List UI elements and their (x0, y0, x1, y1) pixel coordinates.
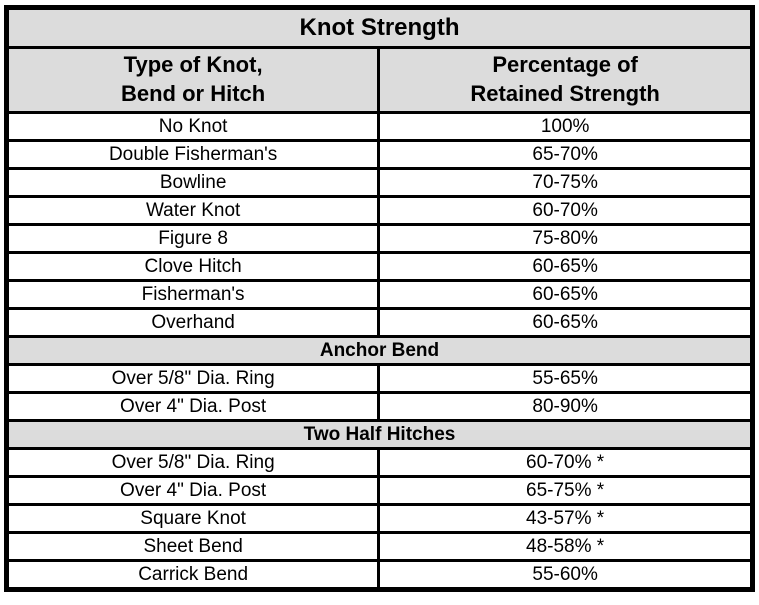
table-row: Clove Hitch 60-65% (4, 251, 754, 282)
column-header-knot-type-line2: Bend or Hitch (121, 81, 266, 106)
table-row: No Knot 100% (4, 111, 754, 142)
strength-value-cell: 70-75% (377, 167, 754, 198)
strength-value-cell: 80-90% (377, 391, 754, 422)
knot-name-cell: Over 4" Dia. Post (4, 391, 381, 422)
table-row: Over 4" Dia. Post 80-90% (4, 391, 754, 422)
table-row: Bowline 70-75% (4, 167, 754, 198)
title-row: Knot Strength (5, 6, 754, 49)
table-row: Over 5/8" Dia. Ring 60-70% * (4, 447, 754, 478)
knot-name-cell: No Knot (4, 111, 381, 142)
strength-value-cell: 43-57% * (377, 503, 754, 534)
knot-name-cell: Carrick Bend (4, 559, 381, 591)
column-header-knot-type-line1: Type of Knot, (123, 52, 263, 78)
strength-value-cell: 55-60% (377, 559, 754, 591)
strength-value-cell: 65-75% * (377, 475, 754, 506)
strength-value-cell: 48-58% * (377, 531, 754, 562)
knot-strength-table: Knot Strength Type of Knot, Bend or Hitc… (4, 5, 755, 592)
section-header-row: Two Half Hitches (5, 419, 754, 450)
strength-value-cell: 75-80% (377, 223, 754, 254)
knot-name-cell: Over 5/8" Dia. Ring (4, 363, 381, 394)
table-row: Water Knot 60-70% (4, 195, 754, 226)
table-row: Fisherman's 60-65% (4, 279, 754, 310)
table-row: Square Knot 43-57% * (4, 503, 754, 534)
knot-name-cell: Over 4" Dia. Post (4, 475, 381, 506)
strength-value-cell: 60-70% * (377, 447, 754, 478)
strength-value-cell: 100% (377, 111, 754, 142)
column-header-knot-type: Type of Knot, Bend or Hitch (4, 46, 381, 114)
strength-value-cell: 60-70% (377, 195, 754, 226)
knot-name-cell: Double Fisherman's (4, 139, 381, 170)
knot-name-cell: Bowline (4, 167, 381, 198)
table-row: Carrick Bend 55-60% (4, 559, 754, 591)
table-row: Sheet Bend 48-58% * (4, 531, 754, 562)
section-header-label: Anchor Bend (5, 335, 754, 366)
table-row: Double Fisherman's 65-70% (4, 139, 754, 170)
knot-name-cell: Square Knot (4, 503, 381, 534)
strength-value-cell: 55-65% (377, 363, 754, 394)
knot-name-cell: Clove Hitch (4, 251, 381, 282)
strength-value-cell: 60-65% (377, 307, 754, 338)
knot-name-cell: Overhand (4, 307, 381, 338)
column-header-strength-line2: Retained Strength (470, 81, 660, 106)
table-row: Overhand 60-65% (4, 307, 754, 338)
table-row: Over 5/8" Dia. Ring 55-65% (4, 363, 754, 394)
knot-name-cell: Sheet Bend (4, 531, 381, 562)
section-header-row: Anchor Bend (5, 335, 754, 366)
knot-name-cell: Figure 8 (4, 223, 381, 254)
section-header-label: Two Half Hitches (5, 419, 754, 450)
table-title: Knot Strength (5, 6, 754, 49)
knot-name-cell: Over 5/8" Dia. Ring (4, 447, 381, 478)
strength-value-cell: 60-65% (377, 251, 754, 282)
strength-value-cell: 60-65% (377, 279, 754, 310)
table-row: Over 4" Dia. Post 65-75% * (4, 475, 754, 506)
column-header-strength: Percentage of Retained Strength (377, 46, 754, 114)
knot-name-cell: Fisherman's (4, 279, 381, 310)
column-header-row: Type of Knot, Bend or Hitch Percentage o… (4, 46, 754, 114)
knot-name-cell: Water Knot (4, 195, 381, 226)
strength-value-cell: 65-70% (377, 139, 754, 170)
table-row: Figure 8 75-80% (4, 223, 754, 254)
column-header-strength-line1: Percentage of (492, 52, 638, 78)
